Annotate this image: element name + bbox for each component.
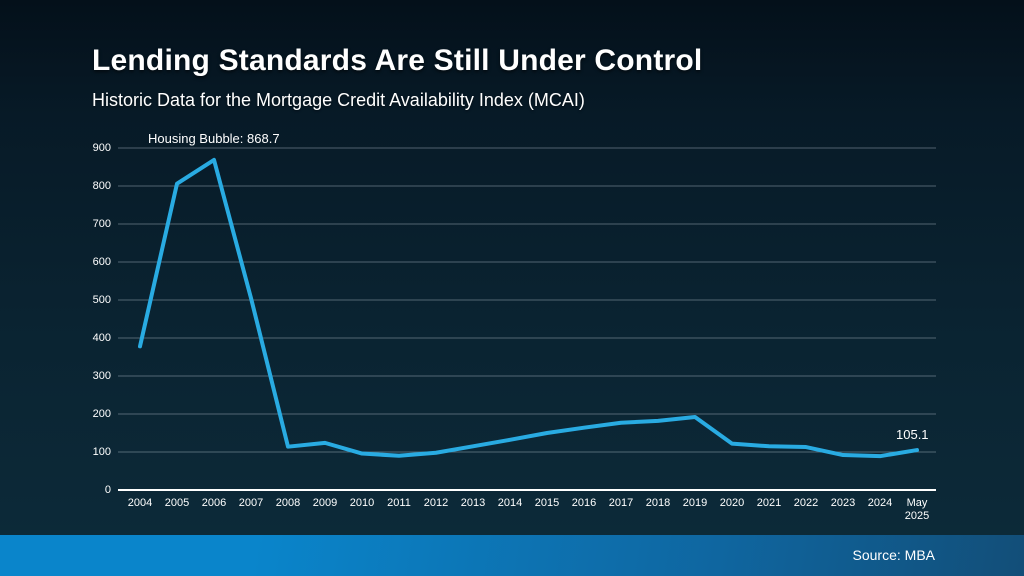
latest-value-label: 105.1 (896, 427, 929, 442)
x-axis-tick-label: 2015 (534, 497, 560, 509)
y-axis-tick-label: 0 (104, 484, 111, 496)
x-axis-tick-label: May 2025 (904, 497, 930, 522)
x-axis-tick-label: 2008 (275, 497, 301, 509)
x-axis-tick-label: 2018 (645, 497, 671, 509)
x-axis-tick-label: 2024 (867, 497, 893, 509)
x-axis-tick-label: 2023 (830, 497, 856, 509)
page-title: Lending Standards Are Still Under Contro… (92, 44, 703, 77)
x-axis-tick-label: 2011 (387, 497, 411, 509)
y-axis-tick-label: 900 (92, 142, 111, 154)
x-axis-tick-label: 2004 (127, 497, 153, 509)
footer-bar: Source: MBA (0, 535, 1024, 576)
x-axis-tick-label: 2016 (571, 497, 597, 509)
y-axis-tick-label: 700 (92, 218, 111, 230)
source-credit: Source: MBA (852, 547, 935, 563)
header: Lending Standards Are Still Under Contro… (92, 44, 702, 111)
y-axis-tick-label: 600 (92, 256, 111, 268)
page-subtitle: Historic Data for the Mortgage Credit Av… (92, 90, 585, 110)
y-axis-tick-label: 400 (92, 332, 111, 344)
x-axis-tick-label: 2020 (719, 497, 745, 509)
x-axis-tick-label: 2007 (238, 497, 264, 509)
y-axis-tick-label: 100 (92, 446, 111, 458)
x-axis-tick-label: 2022 (793, 497, 819, 509)
y-axis-tick-label: 500 (92, 294, 111, 306)
y-axis-tick-label: 300 (92, 370, 111, 382)
x-axis-tick-label: 2021 (756, 497, 782, 509)
x-axis-tick-label: 2014 (497, 497, 523, 509)
x-axis-tick-label: 2019 (682, 497, 708, 509)
y-axis-tick-label: 200 (92, 408, 111, 420)
housing-bubble-annotation: Housing Bubble: 868.7 (148, 131, 280, 146)
x-axis-tick-label: 2012 (423, 497, 449, 509)
x-axis-tick-label: 2013 (460, 497, 486, 509)
x-axis-tick-label: 2017 (608, 497, 634, 509)
y-axis-tick-label: 800 (92, 180, 111, 192)
x-axis-tick-label: 2009 (312, 497, 338, 509)
x-axis-tick-label: 2006 (201, 497, 227, 509)
x-axis-tick-label: 2010 (349, 497, 375, 509)
mcai-series-line (138, 157, 919, 459)
x-axis-tick-label: 2005 (164, 497, 190, 509)
